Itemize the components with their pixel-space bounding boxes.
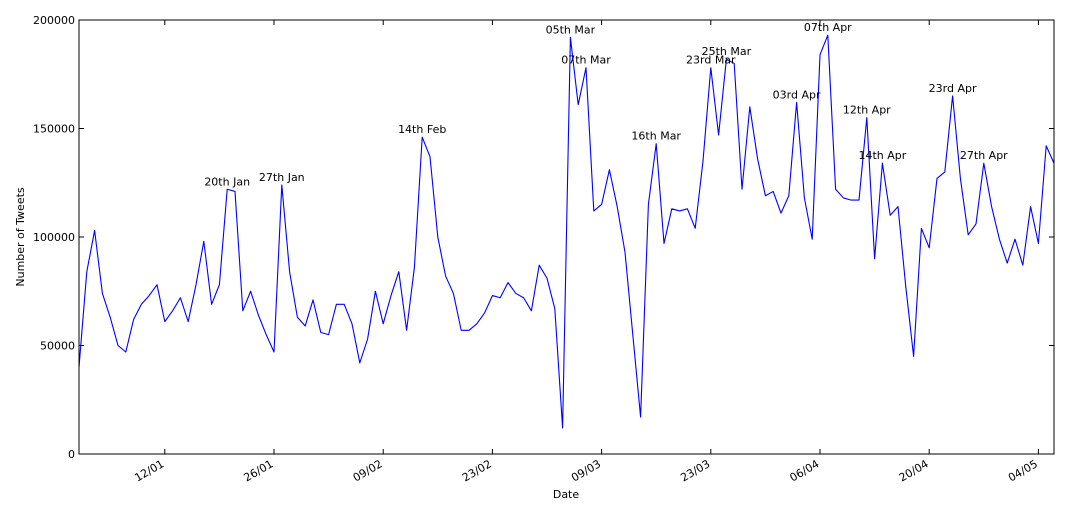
annotation: 25th Mar — [702, 45, 752, 58]
plot-frame — [78, 19, 1055, 455]
y-tick-label: 0 — [68, 448, 75, 461]
x-axis-label: Date — [553, 488, 580, 501]
annotation: 05th Mar — [546, 23, 596, 36]
annotation: 16th Mar — [631, 130, 681, 143]
annotation: 14th Apr — [858, 149, 906, 162]
annotation: 23rd Apr — [929, 82, 977, 95]
annotation: 14th Feb — [398, 123, 446, 136]
annotation: 27th Apr — [960, 149, 1008, 162]
annotation: 12th Apr — [843, 104, 891, 117]
annotation: 03rd Apr — [773, 88, 821, 101]
annotation: 27th Jan — [259, 171, 305, 184]
data-line — [78, 34, 1055, 429]
annotation: 07th Mar — [561, 54, 611, 67]
annotation: 07th Apr — [804, 21, 852, 34]
y-tick-label: 150000 — [33, 123, 75, 136]
annotation: 23rd Mar — [686, 54, 736, 67]
y-tick-label: 50000 — [40, 340, 75, 353]
y-tick-label: 100000 — [33, 231, 75, 244]
annotation: 20th Jan — [204, 175, 250, 188]
y-axis-label: Number of Tweets — [14, 187, 27, 287]
y-tick-label: 200000 — [33, 14, 75, 27]
